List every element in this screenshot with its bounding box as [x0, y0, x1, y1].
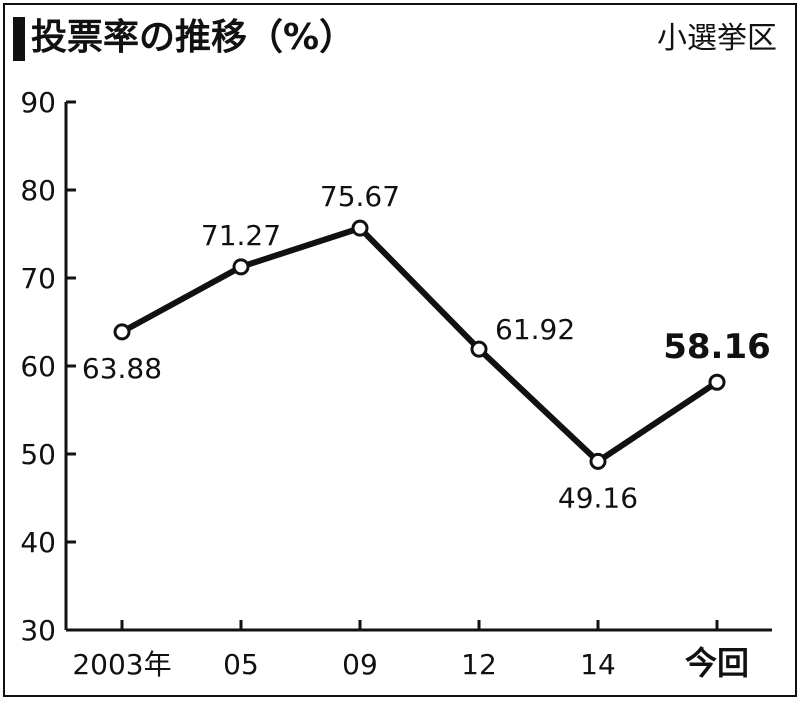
data-point: [470, 340, 488, 358]
x-tick-label: 2003年: [72, 648, 171, 681]
chart-frame: 投票率の推移（%） 小選挙区 30 40 50 60 70 80 90 2003年 05 09 12…: [3, 3, 797, 697]
data-label: 61.92: [495, 313, 575, 346]
y-tick-label: 40: [20, 526, 56, 559]
y-tick-label: 50: [20, 438, 56, 471]
data-label: 49.16: [558, 481, 638, 514]
data-point: [351, 219, 369, 237]
y-tick-label: 90: [20, 86, 56, 119]
line-chart: 30 40 50 60 70 80 90 2003年 05 09 12 14 今回 63.88 71.27 7…: [20, 86, 772, 682]
data-point: [113, 323, 131, 341]
chart-title: 投票率の推移（%）: [31, 17, 356, 58]
data-point: [232, 258, 250, 276]
data-point: [708, 373, 726, 391]
data-label: 63.88: [82, 352, 162, 385]
y-tick-label: 70: [20, 262, 56, 295]
data-label: 58.16: [663, 327, 771, 367]
data-label: 75.67: [320, 180, 400, 213]
y-tick-label: 60: [20, 350, 56, 383]
x-tick-label: 05: [223, 648, 259, 681]
title-marker-bar: [13, 17, 25, 61]
series-line: [119, 225, 720, 465]
data-label: 71.27: [201, 219, 281, 252]
chart-subtitle: 小選挙区: [657, 21, 777, 56]
y-tick-label: 80: [20, 174, 56, 207]
x-tick-label: 12: [461, 648, 497, 681]
x-tick-label: 14: [580, 648, 616, 681]
x-tick-label: 今回: [685, 644, 749, 682]
x-tick-label: 09: [342, 648, 378, 681]
data-point: [589, 452, 607, 470]
y-tick-label: 30: [20, 614, 56, 647]
